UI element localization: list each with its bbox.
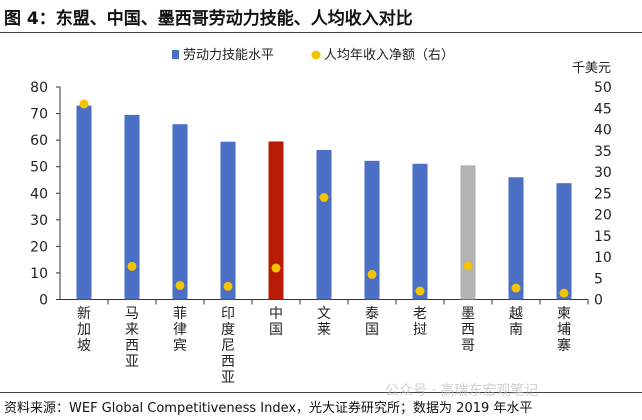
category-label: 泰	[365, 306, 379, 322]
category-label: 西	[221, 354, 235, 370]
right-tick-label: 10	[594, 250, 612, 266]
bar-新加坡	[76, 105, 92, 300]
bar-柬埔寨	[556, 183, 572, 300]
category-label: 越	[509, 306, 523, 322]
category-label: 宾	[173, 338, 187, 354]
category-label: 柬	[557, 306, 571, 322]
bar-菲律宾	[172, 124, 188, 300]
dot-越南	[511, 283, 521, 293]
right-tick-label: 20	[594, 208, 612, 224]
category-label: 来	[125, 322, 139, 338]
category-label: 菲	[173, 306, 187, 322]
category-label: 亚	[221, 370, 235, 386]
category-label: 中	[269, 306, 283, 322]
right-tick-label: 5	[594, 271, 603, 287]
dot-菲律宾	[175, 280, 185, 290]
category-label: 老	[413, 306, 427, 322]
right-tick-label: 50	[594, 80, 612, 96]
category-label: 新	[77, 306, 91, 322]
category-label: 挝	[413, 322, 427, 338]
left-tick-label: 0	[39, 293, 48, 309]
right-tick-label: 15	[594, 229, 612, 245]
dot-老挝	[415, 286, 425, 296]
legend-label-dot: 人均年收入净额（右）	[324, 48, 454, 63]
legend-label-bar: 劳动力技能水平	[183, 47, 274, 63]
category-label: 国	[365, 322, 379, 338]
source-note: 资料来源：WEF Global Competitiveness Index，光大…	[4, 401, 533, 416]
category-label: 加	[77, 322, 91, 338]
category-label: 印	[221, 306, 235, 322]
category-label: 尼	[221, 338, 235, 354]
right-tick-label: 25	[594, 186, 612, 202]
dot-新加坡	[79, 99, 89, 109]
left-tick-label: 70	[30, 107, 48, 123]
category-label: 西	[461, 322, 475, 338]
right-tick-label: 0	[594, 293, 603, 309]
left-tick-label: 40	[30, 186, 48, 202]
legend-swatch-dot	[311, 50, 321, 60]
category-label: 亚	[125, 354, 139, 370]
dot-印度尼西亚	[223, 281, 233, 291]
left-tick-label: 20	[30, 239, 48, 255]
category-label: 度	[221, 322, 235, 338]
bar-墨西哥	[460, 165, 476, 300]
dot-墨西哥	[463, 261, 473, 271]
bar-泰国	[364, 160, 380, 300]
bar-文莱	[316, 149, 332, 300]
dot-文莱	[319, 193, 329, 202]
legend-swatch-bar	[172, 50, 179, 59]
chart: 0 10 20 30 40 50 60 70 80 0 5 10 15 20 25 30 35 40 45 50 千美元…	[30, 47, 612, 386]
figure-title: 图 4：东盟、中国、墨西哥劳动力技能、人均收入对比	[4, 9, 413, 29]
category-label: 墨	[461, 306, 475, 322]
dot-柬埔寨	[559, 288, 569, 298]
category-label: 哥	[461, 338, 475, 354]
right-tick-label: 45	[594, 101, 612, 117]
category-label: 文	[317, 306, 331, 322]
left-tick-label: 30	[30, 213, 48, 229]
category-label: 莱	[317, 322, 331, 338]
category-label: 南	[509, 322, 523, 338]
right-tick-label: 35	[594, 144, 612, 160]
category-label: 律	[173, 322, 187, 338]
category-label: 国	[269, 322, 283, 338]
left-tick-label: 10	[30, 266, 48, 282]
bar-印度尼西亚	[220, 141, 236, 300]
right-axis-unit: 千美元	[572, 61, 611, 76]
category-label: 坡	[77, 338, 91, 354]
left-tick-label: 80	[30, 80, 48, 96]
right-tick-label: 40	[594, 123, 612, 139]
dot-马来西亚	[127, 261, 137, 271]
category-label: 西	[125, 338, 139, 354]
category-label: 寨	[557, 337, 571, 354]
left-tick-label: 50	[30, 160, 48, 176]
bar-越南	[508, 177, 524, 300]
source-divider	[0, 392, 642, 393]
bar-中国	[268, 141, 284, 300]
dot-中国	[271, 263, 281, 273]
watermark: 公众号 · 高瑞东宏观笔记	[385, 383, 539, 399]
bar-老挝	[412, 163, 428, 300]
right-tick-label: 30	[594, 165, 612, 181]
dot-泰国	[367, 269, 377, 279]
left-tick-label: 60	[30, 133, 48, 149]
category-label: 马	[125, 306, 139, 322]
category-label: 埔	[557, 322, 571, 338]
bar-马来西亚	[124, 114, 140, 300]
title-divider	[0, 32, 642, 33]
